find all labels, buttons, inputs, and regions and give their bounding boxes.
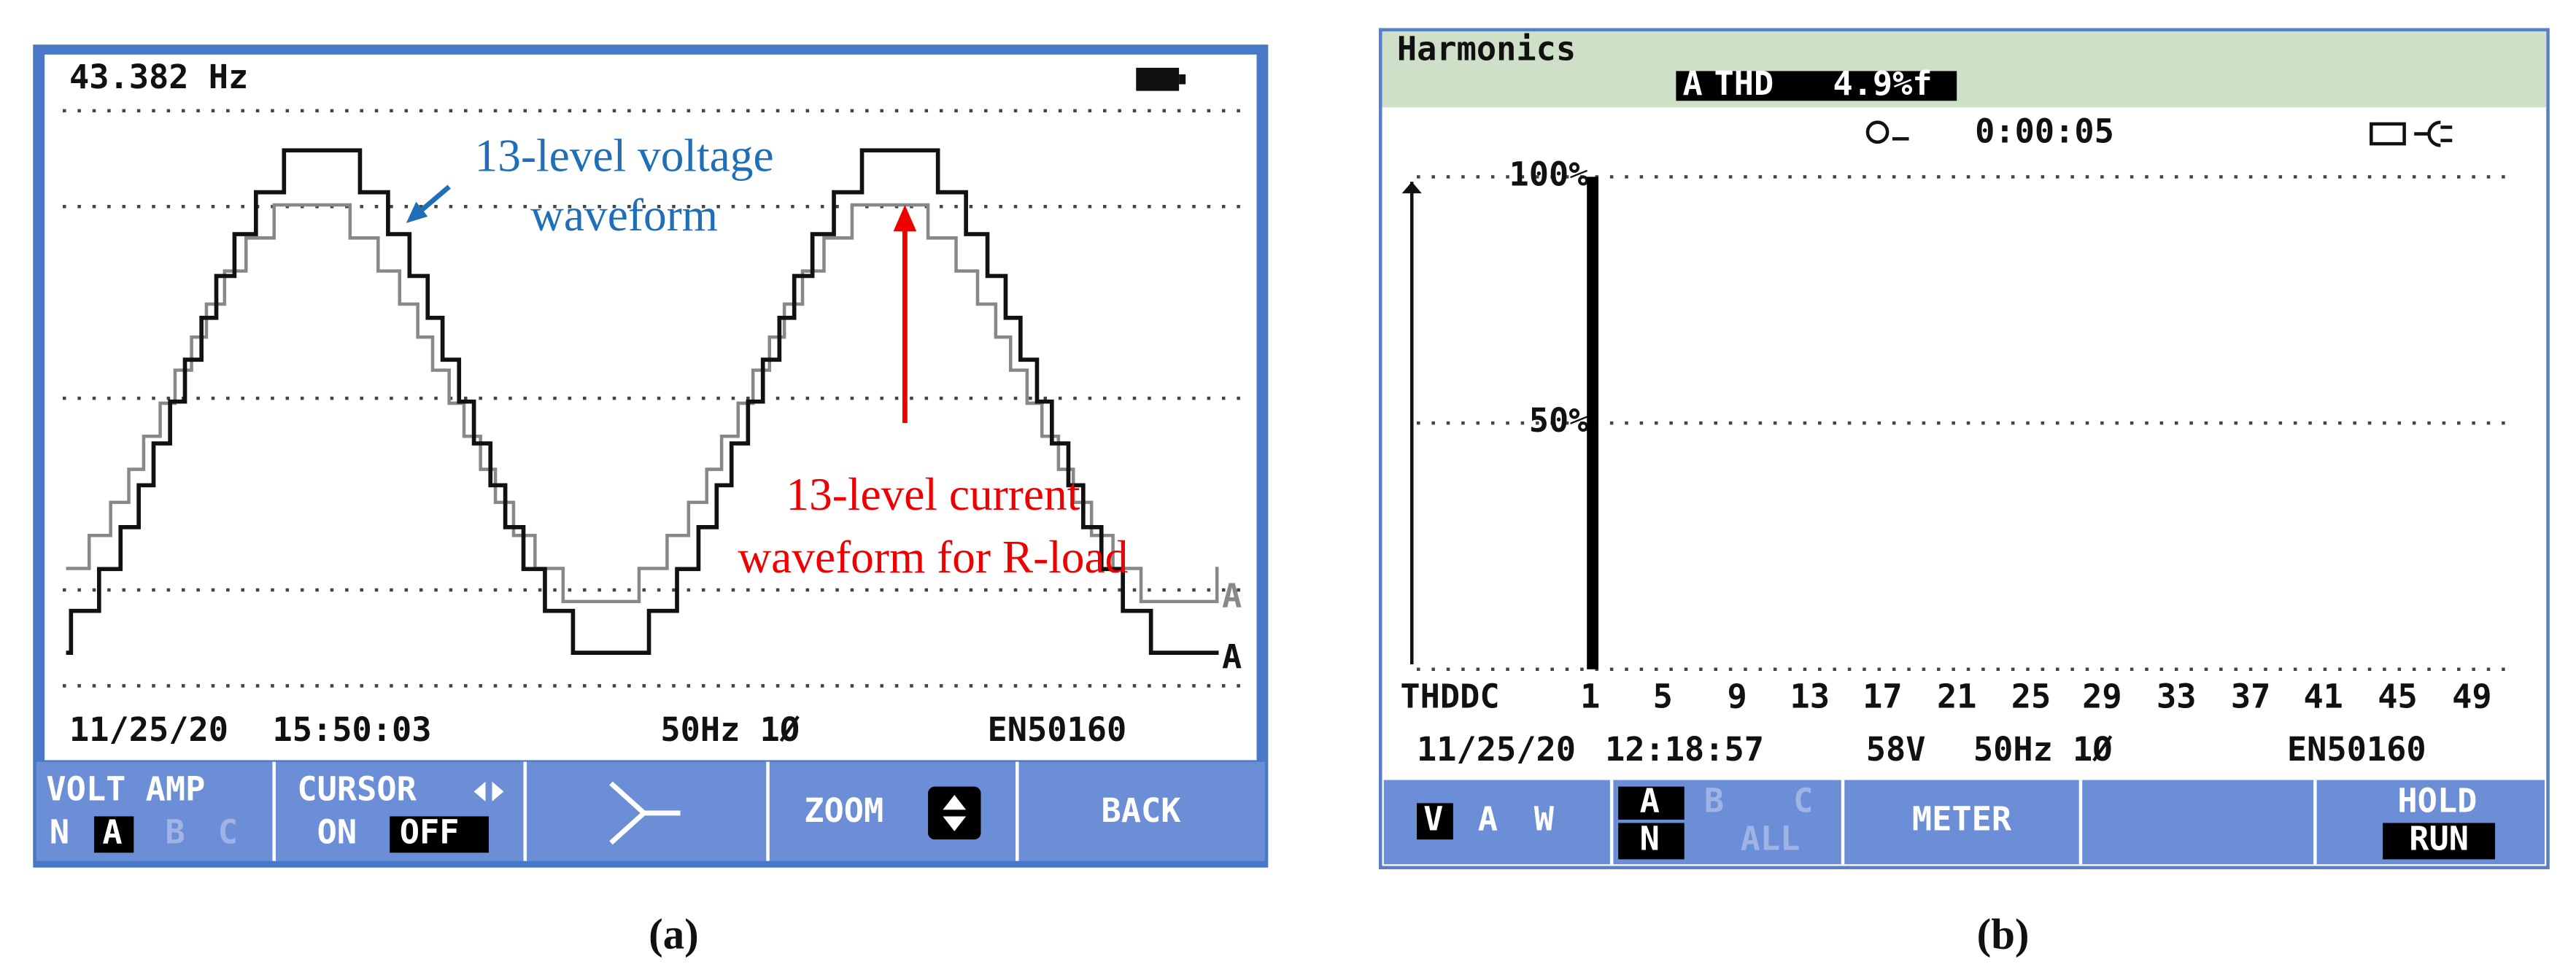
zoom-up <box>943 794 967 810</box>
zoom-icon <box>928 786 981 840</box>
x-tick-label: 49 <box>2452 677 2491 716</box>
voltage-annotation: 13-level voltage <box>475 129 774 181</box>
battery-icon <box>1136 67 1180 91</box>
thd-box <box>1676 71 1957 101</box>
panel-b-title: Harmonics <box>1397 29 1576 68</box>
menu-highlight <box>1417 803 1453 840</box>
x-tick-label: 1 <box>1580 677 1600 716</box>
current-annotation: waveform for R-load <box>738 531 1128 583</box>
current-waveform <box>66 203 1219 604</box>
status-frequency: 50Hz 1Ø <box>660 710 800 749</box>
zoom-down <box>943 816 967 831</box>
status-date: 11/25/20 <box>1417 730 1576 769</box>
status-time: 15:50:03 <box>272 710 431 749</box>
x-tick-label: 5 <box>1653 677 1673 716</box>
menu-option: W <box>1534 799 1555 838</box>
x-tick-label: 33 <box>2157 677 2196 716</box>
trace-label: A <box>1222 576 1242 615</box>
menu-option: N <box>1640 819 1660 858</box>
menu-option: C <box>1793 781 1813 820</box>
menu-option: RUN <box>2409 819 2469 858</box>
axis-cursor <box>1401 182 1422 194</box>
timer-icon <box>1865 120 1890 144</box>
menu-option: B <box>1704 781 1724 820</box>
menu-bar <box>1383 780 2545 865</box>
status-standard: EN50160 <box>988 710 1127 749</box>
menu-dividers <box>272 761 1019 861</box>
menu-label: VOLT AMP <box>46 769 205 808</box>
battery-tip <box>1179 74 1186 85</box>
menu-option: A <box>102 812 122 851</box>
voltage-arrowhead <box>406 201 428 223</box>
x-tick-label: 29 <box>2082 677 2121 716</box>
thd-label: THD <box>1714 64 1774 103</box>
menu-option: ALL <box>1741 819 1801 858</box>
status-frequency: 50Hz 1Ø <box>1973 730 2113 769</box>
x-tick-label: 45 <box>2378 677 2417 716</box>
y-tick-label: 100% <box>1509 155 1588 193</box>
caption: (b) <box>1977 911 2030 958</box>
panel-b-frame <box>1378 28 2550 869</box>
voltage-waveform <box>66 148 1219 655</box>
x-tick-label: 17 <box>1863 677 1902 716</box>
pan-icon <box>609 781 681 845</box>
status-standard: EN50160 <box>2287 730 2426 769</box>
spectrum: 100% 50% THDDC 1 5 9 13 17 21 25 29 33 37 41 45 49 <box>1400 155 2510 716</box>
menu-label: CURSOR <box>297 769 417 808</box>
trace-label: A <box>1222 637 1242 676</box>
menu-label: METER <box>1912 799 2012 838</box>
timer: 0:00:05 <box>1975 112 2114 151</box>
menu-label: BACK <box>1102 791 1182 830</box>
power-icon <box>2370 122 2406 146</box>
status-date: 11/25/20 <box>69 710 228 749</box>
panel-b-header <box>1382 31 2547 108</box>
x-tick-label: 41 <box>2303 677 2343 716</box>
plug-icon <box>2414 120 2453 147</box>
menu-option: C <box>218 812 238 851</box>
bar <box>1587 176 1599 669</box>
menu-highlight <box>390 816 489 853</box>
menu-option: B <box>165 812 185 851</box>
menu-option: V <box>1423 799 1443 838</box>
voltage-annotation: waveform <box>530 189 718 241</box>
x-tick-label: 21 <box>1937 677 1976 716</box>
x-tick-label: 37 <box>2231 677 2270 716</box>
menu-highlight <box>1618 823 1685 860</box>
status-voltage: 58V <box>1866 730 1926 769</box>
menu-label: HOLD <box>2397 781 2477 820</box>
menu-dividers <box>1609 780 2317 865</box>
current-annotation: 13-level current <box>786 468 1080 520</box>
x-tick-label: 9 <box>1728 677 1747 716</box>
x-tick-label: 13 <box>1790 677 1830 716</box>
panel-a-grid <box>63 109 1252 688</box>
menu-highlight <box>2383 823 2496 860</box>
caption: (a) <box>649 911 699 958</box>
menu-option: ON <box>317 812 357 851</box>
status-time: 12:18:57 <box>1605 730 1764 769</box>
arrow-icon <box>473 781 486 802</box>
thd-phase: A <box>1682 64 1702 103</box>
x-tick-label: 25 <box>2011 677 2051 716</box>
y-tick-label: 50% <box>1529 401 1589 440</box>
menu-option: A <box>1478 799 1498 838</box>
menu-highlight <box>1618 786 1685 820</box>
thd-value: 4.9%f <box>1833 64 1932 103</box>
menu-highlight <box>94 816 134 853</box>
arrow-icon <box>492 781 504 802</box>
frequency-readout: 43.382 Hz <box>69 58 248 96</box>
x-tick-label: THDDC <box>1400 677 1499 716</box>
current-arrowhead <box>893 204 917 232</box>
menu-label: ZOOM <box>804 791 883 830</box>
menu-option: A <box>1640 781 1660 820</box>
menu-option: N <box>50 812 69 851</box>
menu-option: OFF <box>400 812 460 851</box>
